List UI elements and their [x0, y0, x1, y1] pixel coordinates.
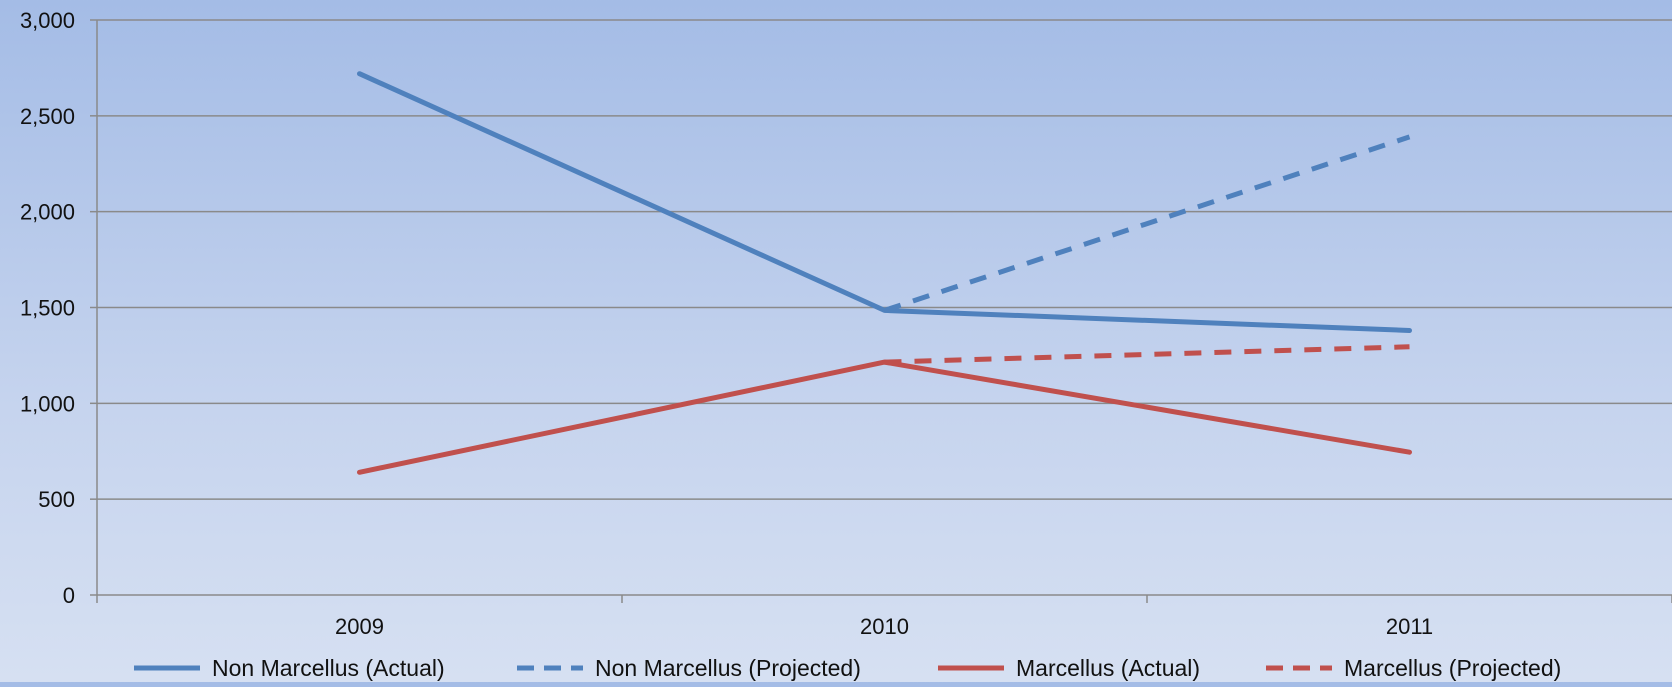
x-tick-label: 2011	[1386, 614, 1433, 639]
x-tick-label: 2009	[335, 614, 384, 639]
legend: Non Marcellus (Actual) Non Marcellus (Pro…	[134, 655, 1561, 681]
legend-label: Non Marcellus (Projected)	[595, 655, 861, 681]
x-tick-label: 2010	[860, 614, 909, 639]
legend-item: Marcellus (Actual)	[938, 655, 1200, 681]
legend-item: Non Marcellus (Projected)	[517, 655, 861, 681]
series-lines	[359, 74, 1409, 473]
x-tick-labels: 2009 2010 2011	[335, 614, 1433, 639]
y-tick-label: 1,500	[20, 296, 75, 321]
y-tick-label: 3,000	[20, 8, 75, 33]
y-tick-label: 2,000	[20, 200, 75, 225]
y-tick-label: 0	[63, 583, 75, 608]
legend-label: Marcellus (Actual)	[1016, 655, 1200, 681]
series-line-2	[360, 362, 1410, 472]
y-tick-label: 500	[38, 487, 75, 512]
legend-label: Marcellus (Projected)	[1344, 655, 1561, 681]
series-line-3	[885, 347, 1410, 362]
legend-item: Marcellus (Projected)	[1266, 655, 1561, 681]
series-line-0	[360, 74, 1410, 331]
y-tick-label: 2,500	[20, 104, 75, 129]
legend-label: Non Marcellus (Actual)	[212, 655, 445, 681]
y-tick-label: 1,000	[20, 391, 75, 416]
series-line-1	[885, 137, 1410, 311]
grid-lines	[97, 20, 1672, 499]
y-tick-labels: 0 500 1,000 1,500 2,000 2,500 3,000	[20, 8, 75, 608]
legend-item: Non Marcellus (Actual)	[134, 655, 445, 681]
